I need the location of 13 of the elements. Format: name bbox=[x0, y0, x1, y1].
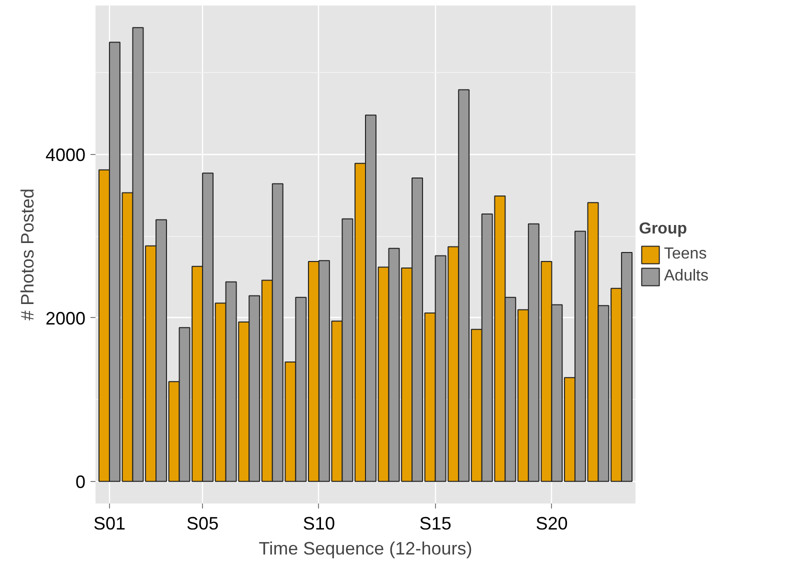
x-tick-label: S01 bbox=[93, 514, 126, 534]
x-axis-title: Time Sequence (12-hours) bbox=[258, 538, 472, 558]
x-tick-label: S20 bbox=[536, 514, 568, 534]
y-axis-title: # Photos Posted bbox=[17, 188, 38, 321]
legend-label: Adults bbox=[664, 268, 708, 286]
y-tick-label: 0 bbox=[75, 472, 86, 492]
legend-title: Group bbox=[639, 220, 688, 238]
x-tick-label: S15 bbox=[419, 514, 452, 534]
x-tick-label: S10 bbox=[302, 514, 335, 534]
y-tick-label: 4000 bbox=[45, 144, 86, 165]
y-tick-label: 2000 bbox=[45, 308, 86, 328]
legend-label: Teens bbox=[664, 246, 707, 264]
x-tick-label: S05 bbox=[186, 514, 219, 534]
